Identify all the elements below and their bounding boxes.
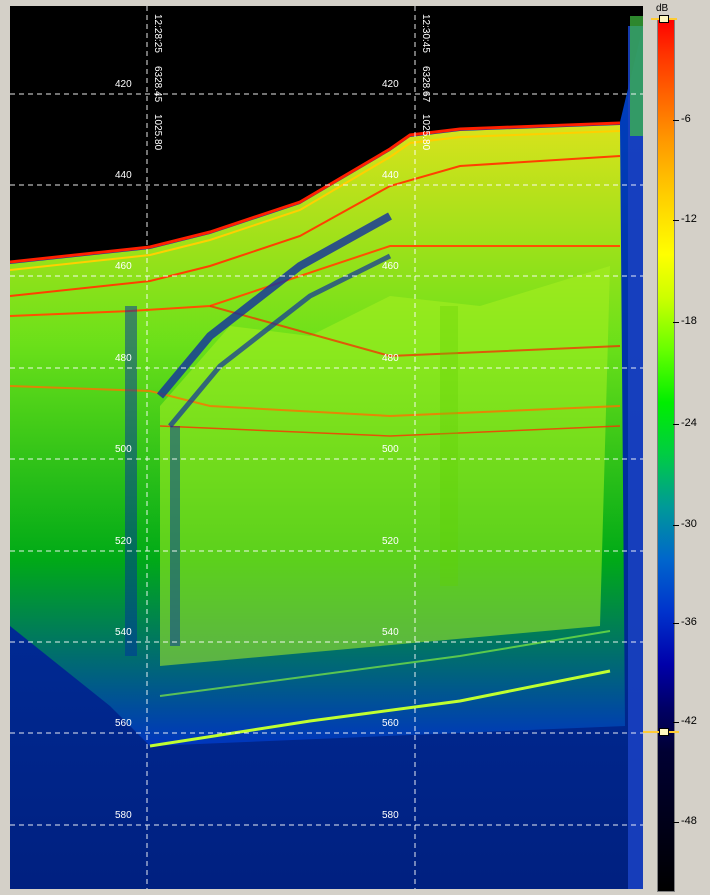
echogram-panel[interactable]: 420 440 460 480 500 520 540 560 580 420 … xyxy=(10,6,643,889)
ping-time-label: 12:30:45 xyxy=(420,14,431,53)
colorbar-tick-label: -42 xyxy=(681,715,697,727)
depth-label: 420 xyxy=(115,79,132,90)
lower-threshold-handle[interactable] xyxy=(659,728,669,736)
colorbar-tick-label: -30 xyxy=(681,518,697,530)
depth-label: 580 xyxy=(382,810,399,821)
depth-label: 500 xyxy=(115,444,132,455)
colorbar-tick xyxy=(673,120,679,121)
colorbar-tick xyxy=(673,525,679,526)
depth-label: 500 xyxy=(382,444,399,455)
ping-number-label: 6328.45 xyxy=(152,66,163,103)
depth-label: 440 xyxy=(115,170,132,181)
depth-label: 520 xyxy=(382,536,399,547)
colorbar-tick xyxy=(673,220,679,221)
depth-label: 520 xyxy=(115,536,132,547)
depth-label: 480 xyxy=(115,353,132,364)
colorbar-tick xyxy=(673,722,679,723)
ping-distance-label: 1025.80 xyxy=(420,114,431,151)
depth-label: 540 xyxy=(382,627,399,638)
ping-number-label: 6328.67 xyxy=(420,66,431,103)
colorbar-tick xyxy=(673,623,679,624)
depth-label: 540 xyxy=(115,627,132,638)
colorbar-tick-label: -48 xyxy=(681,815,697,827)
colorbar-tick-label: -24 xyxy=(681,417,697,429)
color-scale-bar[interactable] xyxy=(657,18,675,892)
ping-time-label: 12:28:25 xyxy=(152,14,163,53)
colorbar-panel: dB -6 -12 -18 -24 -30 -36 -42 -48 xyxy=(643,0,710,895)
depth-label: 480 xyxy=(382,353,399,364)
colorbar-tick xyxy=(673,822,679,823)
colorbar-unit-label: dB xyxy=(656,3,669,14)
depth-label: 580 xyxy=(115,810,132,821)
ping-distance-label: 1025.80 xyxy=(152,114,163,151)
depth-label: 440 xyxy=(382,170,399,181)
echogram-image xyxy=(10,6,643,889)
depth-label: 460 xyxy=(382,261,399,272)
colorbar-tick-label: -18 xyxy=(681,315,697,327)
colorbar-tick xyxy=(673,424,679,425)
depth-label: 420 xyxy=(382,79,399,90)
colorbar-tick-label: -6 xyxy=(681,113,691,125)
upper-threshold-handle[interactable] xyxy=(659,15,669,23)
colorbar-tick-label: -36 xyxy=(681,616,697,628)
colorbar-tick xyxy=(673,322,679,323)
colorbar-tick-label: -12 xyxy=(681,213,697,225)
depth-label: 460 xyxy=(115,261,132,272)
depth-label: 560 xyxy=(382,718,399,729)
depth-label: 560 xyxy=(115,718,132,729)
